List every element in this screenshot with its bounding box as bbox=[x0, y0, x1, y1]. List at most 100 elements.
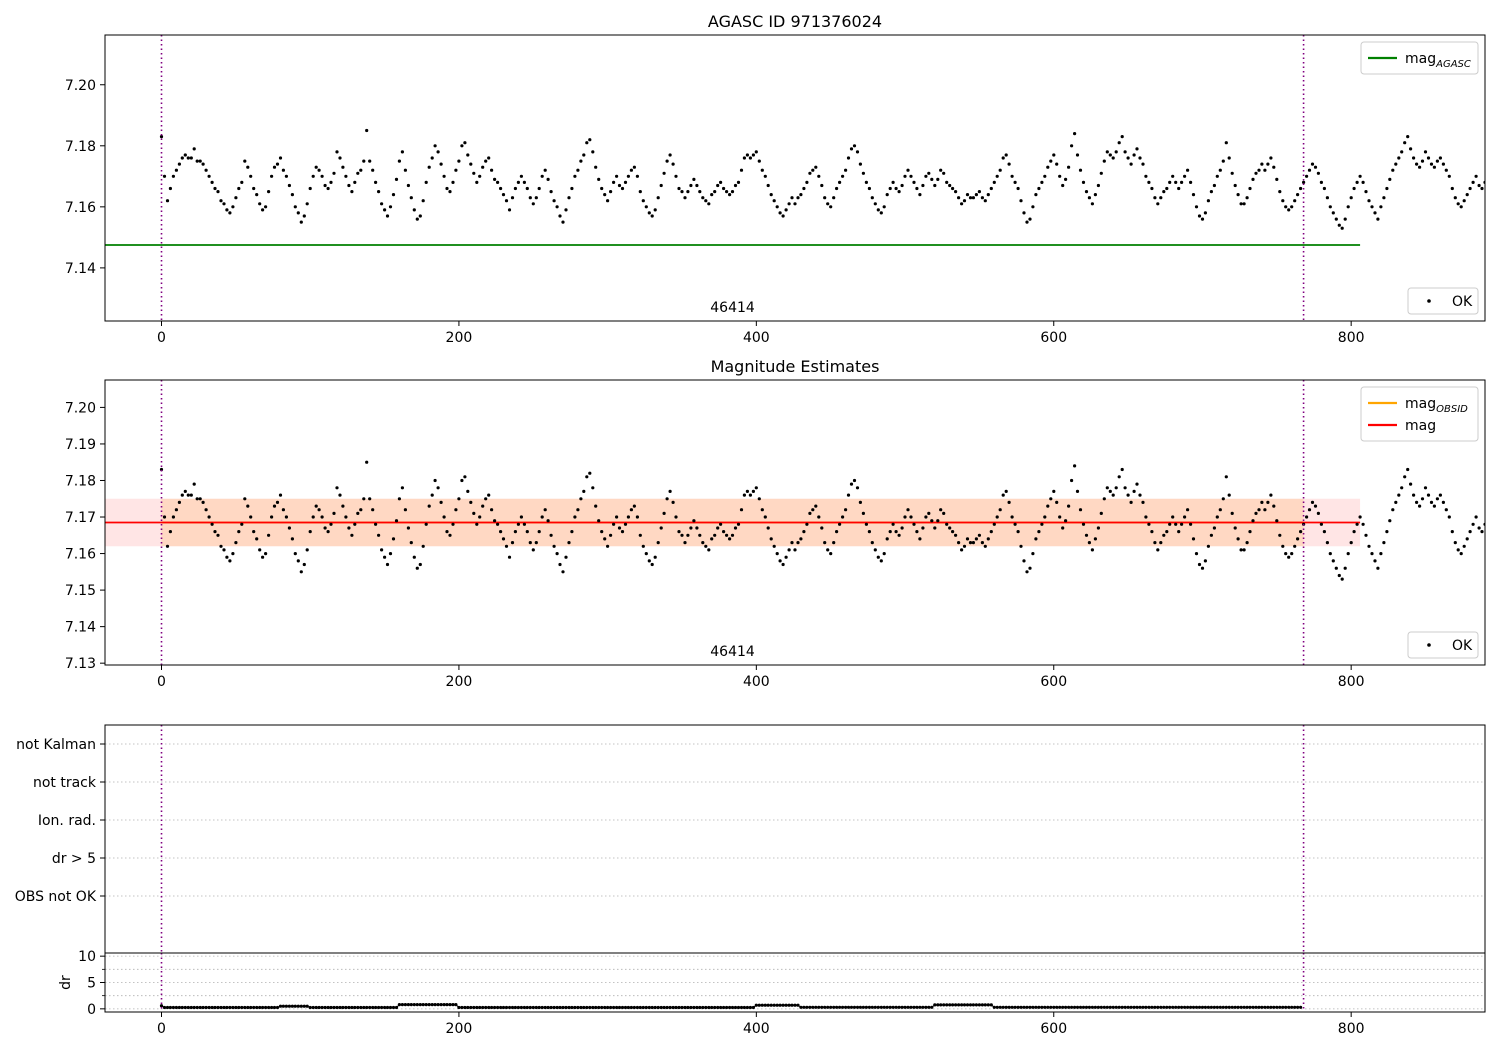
data-point bbox=[1174, 1005, 1178, 1009]
data-point bbox=[832, 541, 836, 545]
data-point bbox=[698, 533, 702, 537]
data-point bbox=[1084, 1005, 1089, 1009]
data-point bbox=[609, 1005, 613, 1010]
data-point bbox=[1444, 508, 1448, 512]
data-point bbox=[412, 555, 416, 559]
data-point bbox=[445, 186, 449, 191]
data-point bbox=[272, 504, 277, 508]
data-point bbox=[1162, 190, 1166, 194]
data-point bbox=[549, 190, 553, 194]
data-point bbox=[814, 504, 818, 508]
data-point bbox=[606, 199, 610, 203]
data-point bbox=[760, 508, 764, 512]
data-point bbox=[739, 508, 744, 512]
data-point bbox=[921, 526, 925, 530]
data-point bbox=[573, 515, 577, 519]
data-point bbox=[1150, 1005, 1154, 1009]
data-point bbox=[1418, 165, 1422, 169]
data-point bbox=[484, 497, 488, 501]
data-point bbox=[222, 202, 226, 206]
data-point bbox=[528, 196, 532, 200]
data-point bbox=[463, 1005, 467, 1010]
data-point bbox=[594, 504, 598, 508]
data-point bbox=[585, 475, 589, 479]
data-point bbox=[305, 1004, 309, 1008]
data-point bbox=[439, 1003, 443, 1007]
data-point bbox=[406, 1003, 410, 1007]
panel-agasc: 46414 0 200 400 600 800 7.14 7.16 7.18 7.20 AGASC … bbox=[65, 12, 1486, 346]
data-point bbox=[894, 186, 898, 191]
data-point bbox=[1218, 508, 1222, 512]
data-point bbox=[716, 183, 720, 188]
data-point bbox=[888, 1005, 892, 1009]
data-point bbox=[1099, 1005, 1103, 1009]
data-point bbox=[1471, 180, 1475, 184]
data-point bbox=[1462, 544, 1466, 548]
data-point bbox=[879, 1005, 883, 1009]
data-point bbox=[1432, 504, 1436, 508]
data-point bbox=[615, 174, 619, 178]
panel-dr: 0 200 400 600 800 0 5 10 dr bbox=[58, 949, 1486, 1037]
data-point bbox=[1406, 135, 1410, 139]
data-point bbox=[487, 1005, 491, 1010]
data-point bbox=[876, 208, 880, 212]
data-point bbox=[564, 555, 568, 559]
data-point bbox=[930, 519, 934, 523]
data-point bbox=[965, 193, 970, 197]
data-point bbox=[870, 541, 874, 545]
data-point bbox=[620, 1005, 625, 1010]
data-point bbox=[1096, 1005, 1100, 1009]
data-point bbox=[302, 1004, 306, 1008]
data-point bbox=[998, 508, 1002, 512]
data-point bbox=[177, 162, 181, 166]
data-point bbox=[864, 180, 869, 184]
data-point bbox=[692, 519, 696, 523]
data-point bbox=[677, 186, 681, 191]
data-point bbox=[579, 1005, 583, 1010]
data-point bbox=[826, 202, 830, 206]
data-point bbox=[671, 500, 675, 504]
data-point bbox=[552, 544, 556, 548]
data-point bbox=[1153, 541, 1157, 545]
data-point bbox=[606, 544, 610, 548]
data-point bbox=[406, 183, 410, 188]
data-point bbox=[1269, 1005, 1273, 1009]
data-point bbox=[516, 180, 521, 184]
axes-frame bbox=[104, 724, 1486, 954]
data-point bbox=[849, 147, 854, 151]
data-point bbox=[403, 1003, 407, 1007]
data-point bbox=[338, 156, 342, 160]
data-point bbox=[189, 156, 193, 160]
data-point bbox=[936, 177, 940, 181]
data-point bbox=[1075, 153, 1080, 157]
data-point bbox=[1165, 186, 1169, 191]
data-point bbox=[671, 1005, 675, 1010]
data-point bbox=[704, 544, 708, 548]
data-point bbox=[561, 220, 565, 224]
data-point bbox=[1415, 162, 1419, 166]
data-point bbox=[1361, 180, 1365, 184]
data-point bbox=[579, 159, 583, 163]
data-point bbox=[564, 1005, 568, 1010]
data-point bbox=[1153, 1005, 1157, 1009]
data-point bbox=[388, 205, 393, 209]
x-tick-label: 0 bbox=[157, 674, 166, 690]
data-point bbox=[751, 153, 756, 157]
data-point bbox=[1248, 1005, 1252, 1009]
data-point bbox=[745, 153, 750, 157]
data-point bbox=[1343, 217, 1347, 221]
data-point bbox=[1242, 1005, 1246, 1009]
data-point bbox=[427, 165, 431, 169]
data-point bbox=[308, 1005, 312, 1010]
data-point bbox=[1343, 566, 1347, 570]
data-point bbox=[796, 196, 800, 200]
data-point bbox=[811, 508, 815, 512]
data-point bbox=[879, 211, 883, 215]
data-point bbox=[1111, 493, 1115, 497]
data-point bbox=[1403, 141, 1407, 145]
data-point bbox=[1251, 519, 1255, 523]
data-point bbox=[383, 1005, 387, 1010]
data-point bbox=[1352, 186, 1356, 191]
data-point bbox=[1102, 497, 1106, 501]
data-point bbox=[466, 153, 470, 157]
